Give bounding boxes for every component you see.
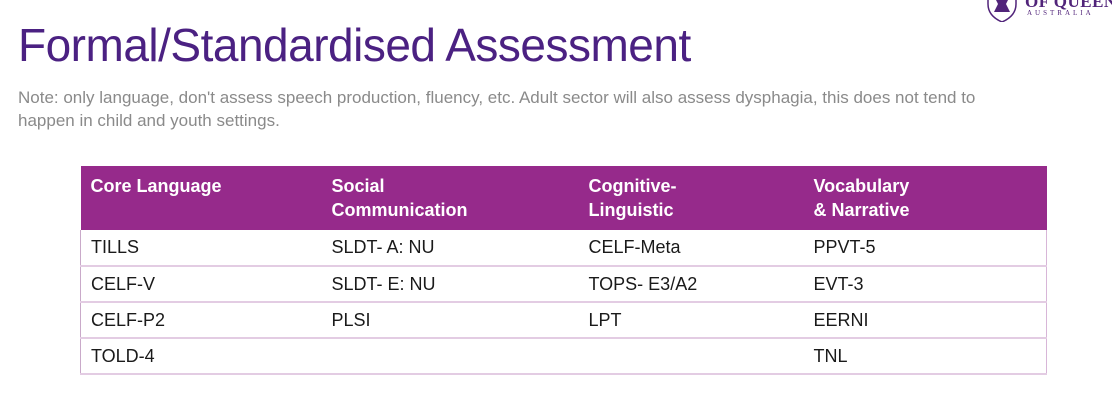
university-country: AUSTRALIA bbox=[1027, 9, 1094, 17]
header-vocabulary-narrative: Vocabulary & Narrative bbox=[803, 166, 1047, 230]
table-cell: TNL bbox=[803, 338, 1047, 375]
table-cell: CELF-P2 bbox=[80, 302, 322, 339]
slide-title: Formal/Standardised Assessment bbox=[18, 19, 691, 71]
table-row: CELF-V SLDT- E: NU TOPS- E3/A2 EVT-3 bbox=[80, 266, 1047, 303]
table-cell: TILLS bbox=[80, 230, 322, 267]
header-cognitive-linguistic: Cognitive- Linguistic bbox=[578, 166, 804, 230]
table-cell: EERNI bbox=[803, 302, 1047, 339]
table-cell: LPT bbox=[578, 302, 804, 339]
table-header-row: Core Language Social Communication Cognit… bbox=[80, 166, 1047, 230]
crest-icon bbox=[987, 0, 1017, 22]
table-cell bbox=[578, 338, 804, 375]
header-core-language: Core Language bbox=[80, 166, 322, 230]
table-row: CELF-P2 PLSI LPT EERNI bbox=[80, 302, 1047, 339]
university-logo: OF QUEENSLAND AUSTRALIA bbox=[985, 0, 1112, 28]
table-row: TILLS SLDT- A: NU CELF-Meta PPVT-5 bbox=[80, 230, 1047, 267]
table-cell: CELF-V bbox=[80, 266, 322, 303]
table-row: TOLD-4 TNL bbox=[80, 338, 1047, 375]
assessment-table: Core Language Social Communication Cognit… bbox=[80, 166, 1047, 375]
table-cell: EVT-3 bbox=[803, 266, 1047, 303]
slide-note: Note: only language, don't assess speech… bbox=[18, 88, 976, 130]
table-cell bbox=[321, 338, 579, 375]
university-name: OF QUEENSLAND bbox=[1025, 0, 1112, 11]
table-cell: CELF-Meta bbox=[578, 230, 804, 267]
table-cell: PLSI bbox=[321, 302, 579, 339]
table-cell: PPVT-5 bbox=[803, 230, 1047, 267]
table-cell: SLDT- E: NU bbox=[321, 266, 579, 303]
table-cell: TOPS- E3/A2 bbox=[578, 266, 804, 303]
table-cell: TOLD-4 bbox=[80, 338, 322, 375]
header-social-communication: Social Communication bbox=[321, 166, 579, 230]
table-cell: SLDT- A: NU bbox=[321, 230, 579, 267]
